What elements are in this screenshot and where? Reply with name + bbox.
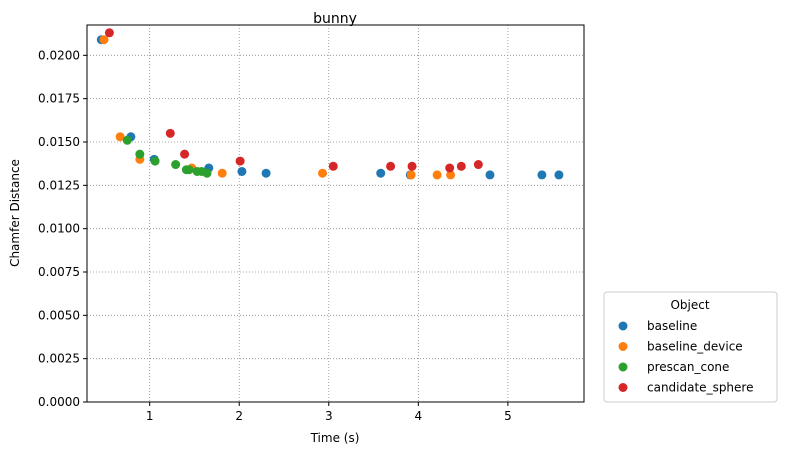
legend-marker (618, 342, 628, 351)
data-point (328, 161, 338, 171)
data-point (171, 160, 181, 170)
data-point (104, 28, 114, 38)
y-tick-label: 0.0125 (38, 178, 80, 192)
data-point (318, 168, 328, 178)
data-point (473, 160, 483, 170)
legend-label: candidate_sphere (647, 381, 753, 395)
legend-marker (618, 383, 628, 392)
y-tick-label: 0.0100 (38, 222, 80, 236)
data-point (407, 161, 417, 171)
data-points (96, 28, 564, 180)
data-point (456, 161, 466, 171)
x-tick-label: 4 (415, 409, 423, 423)
legend-title: Object (670, 298, 709, 312)
series-candidate-sphere (104, 28, 483, 173)
y-axis-label: Chamfer Distance (8, 159, 22, 267)
y-tick-label: 0.0175 (38, 92, 80, 106)
data-point (485, 170, 495, 180)
y-axis-ticks: 0.0000 0.0025 0.0050 0.0075 0.0100 0.0125 0.01… (38, 48, 87, 409)
x-tick-label: 2 (235, 409, 243, 423)
data-point (180, 149, 190, 159)
data-point (237, 166, 247, 176)
data-point (261, 168, 271, 178)
data-point (217, 168, 227, 178)
data-point (445, 163, 455, 173)
data-point (165, 128, 175, 138)
legend-label: baseline_device (647, 340, 743, 354)
data-point (554, 170, 564, 180)
y-tick-label: 0.0050 (38, 308, 80, 322)
legend-marker (618, 362, 628, 372)
grid-lines (87, 25, 584, 403)
series-baseline (96, 35, 564, 180)
data-point (202, 168, 212, 178)
y-tick-label: 0.0075 (38, 265, 80, 279)
y-tick-label: 0.0150 (38, 135, 80, 149)
x-axis-label: Time (s) (310, 431, 360, 445)
x-tick-label: 3 (325, 409, 333, 423)
legend-frame (603, 291, 778, 403)
data-point (406, 170, 416, 180)
data-point (99, 35, 109, 45)
legend-label: baseline (647, 319, 697, 333)
series-prescan-cone (122, 135, 212, 178)
legend-marker (618, 321, 628, 331)
data-point (150, 156, 160, 166)
legend-label: prescan_cone (647, 360, 729, 374)
x-tick-label: 1 (146, 409, 154, 423)
data-point (432, 170, 442, 180)
data-point (184, 165, 194, 175)
legend: Object baseline baseline_device prescan_co… (603, 291, 778, 403)
data-point (386, 161, 396, 171)
data-point (376, 168, 386, 178)
x-tick-label: 5 (504, 409, 512, 423)
data-point (446, 170, 456, 180)
data-point (122, 135, 132, 145)
y-tick-label: 0.0200 (38, 48, 80, 62)
chart-title: bunny (313, 11, 357, 27)
data-point (135, 149, 145, 159)
data-point (537, 170, 547, 180)
x-axis-ticks: 1 2 3 4 5 (146, 402, 512, 423)
data-point (115, 132, 125, 142)
plot-frame (86, 24, 585, 403)
y-tick-label: 0.0025 (38, 352, 80, 366)
data-point (235, 156, 245, 166)
y-tick-label: 0.0000 (38, 395, 80, 409)
